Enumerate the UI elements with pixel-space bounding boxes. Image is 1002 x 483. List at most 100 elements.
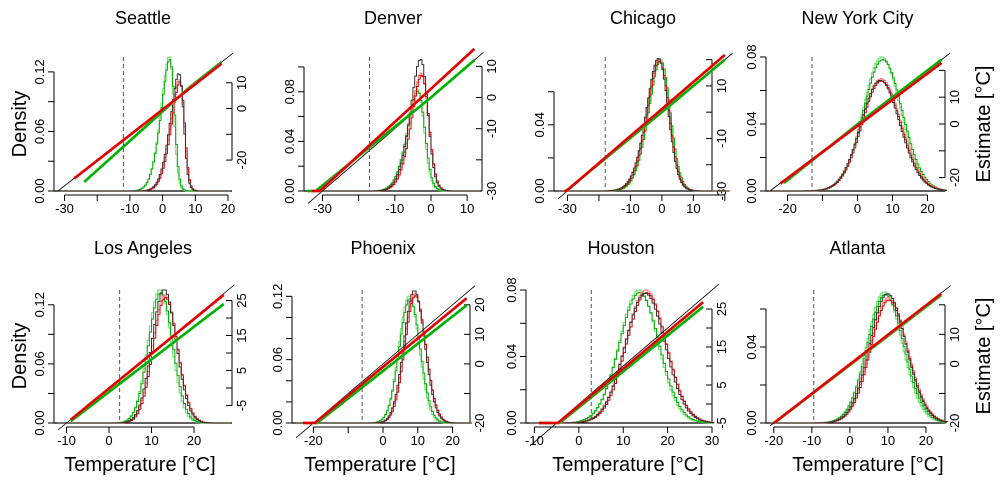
panel-title-atlanta: Atlanta xyxy=(829,238,886,258)
panel-phoenix: Phoenix 0.00 0.06 0.12 -20 0 10 20 -20 0 10 20 xyxy=(270,238,487,448)
estimate-tick-label: -30 xyxy=(484,182,499,201)
x-tick-label: 0 xyxy=(575,433,582,448)
panel-seattle: Seattle 0.00 0.06 0.12 -30 -10 0 10 20 -20 0 10 xyxy=(32,8,249,216)
x-tick-label: 20 xyxy=(187,433,201,448)
estimate-tick-label: 10 xyxy=(234,76,249,90)
density-tick-label: 0.12 xyxy=(32,292,47,317)
panel-denver: Denver 0.00 0.04 0.08 -30 -10 0 10 -30 -10 0 10 xyxy=(282,8,499,216)
panel-title-phoenix: Phoenix xyxy=(350,238,415,258)
panel-new-york-city: New York City 0.00 0.04 0.08 -20 0 10 20 -20 0 10 xyxy=(744,8,962,216)
x-tick-label: 0 xyxy=(427,201,434,216)
x-tick-label: -10 xyxy=(57,433,76,448)
qq-green xyxy=(69,303,225,423)
density-tick-label: 0.00 xyxy=(32,410,47,435)
estimate-tick-label: 15 xyxy=(234,328,249,342)
panel-los-angeles: Los Angeles 0.00 0.06 0.12 -10 0 10 20 -5 5 15 25 xyxy=(32,238,249,448)
qq-red xyxy=(73,62,223,180)
estimate-tick-label: -5 xyxy=(234,400,249,412)
ylabel-estimate-row2: Estimate [°C] xyxy=(973,298,995,415)
x-tick-label: 0 xyxy=(846,433,853,448)
estimate-tick-label: 10 xyxy=(714,79,729,93)
density-tick-label: 0.08 xyxy=(282,79,297,104)
x-tick-label: 10 xyxy=(144,433,158,448)
estimate-tick-label: 5 xyxy=(714,381,729,388)
estimate-tick-label: 20 xyxy=(472,298,487,312)
qq-red xyxy=(564,53,726,193)
estimate-tick-label: 10 xyxy=(472,327,487,341)
x-tick-label: 20 xyxy=(920,201,934,216)
x-tick-label: 0 xyxy=(159,201,166,216)
density-tick-label: 0.00 xyxy=(270,410,285,435)
density-tick-label: 0.00 xyxy=(744,178,759,203)
estimate-tick-label: 5 xyxy=(234,367,249,374)
xlabel-atlanta: Temperature [°C] xyxy=(792,454,943,476)
x-tick-label: 10 xyxy=(616,433,630,448)
panel-title-chicago: Chicago xyxy=(610,8,676,28)
estimate-tick-label: 0 xyxy=(947,360,962,367)
x-tick-label: -30 xyxy=(313,201,332,216)
estimate-tick-label: -20 xyxy=(472,414,487,433)
density-tick-label: 0.04 xyxy=(532,112,547,137)
estimate-tick-label: -10 xyxy=(484,119,499,138)
density-tick-label: 0.00 xyxy=(504,410,519,435)
estimate-tick-label: 0 xyxy=(947,120,962,127)
x-tick-label: 20 xyxy=(221,201,235,216)
histogram-observed xyxy=(58,73,230,192)
density-tick-label: 0.06 xyxy=(32,119,47,144)
estimate-tick-label: 0 xyxy=(234,105,249,112)
x-tick-label: 20 xyxy=(660,433,674,448)
density-tick-label: 0.00 xyxy=(744,410,759,435)
histogram-observed xyxy=(308,58,480,192)
panel-title-los-angeles: Los Angeles xyxy=(94,238,192,258)
estimate-tick-label: -20 xyxy=(947,168,962,187)
density-tick-label: 0.04 xyxy=(744,334,759,359)
density-tick-label: 0.04 xyxy=(744,111,759,136)
density-tick-label: 0.06 xyxy=(270,347,285,372)
qq-red xyxy=(69,293,225,421)
density-tick-label: 0.12 xyxy=(32,59,47,84)
x-tick-label: 20 xyxy=(919,433,933,448)
histogram-observed xyxy=(530,292,715,424)
xlabel-houston: Temperature [°C] xyxy=(552,454,703,476)
x-tick-label: -10 xyxy=(121,201,140,216)
estimate-tick-label: 10 xyxy=(947,327,962,341)
density-tick-label: 0.06 xyxy=(32,351,47,376)
estimate-tick-label: 10 xyxy=(484,59,499,73)
x-tick-label: 10 xyxy=(411,433,425,448)
estimate-tick-label: -20 xyxy=(234,151,249,170)
qq-red xyxy=(779,61,943,185)
density-tick-label: 0.08 xyxy=(504,277,519,302)
estimate-tick-label: -5 xyxy=(714,417,729,429)
xlabel-losangeles: Temperature [°C] xyxy=(64,454,215,476)
x-tick-label: 0 xyxy=(105,433,112,448)
qq-red xyxy=(773,292,942,425)
x-tick-label: 30 xyxy=(705,433,719,448)
density-tick-label: 0.08 xyxy=(744,44,759,69)
histogram-observed xyxy=(558,58,730,192)
density-tick-label: 0.00 xyxy=(532,178,547,203)
x-tick-label: -20 xyxy=(304,433,323,448)
qq-red xyxy=(538,301,704,425)
qq-green xyxy=(302,304,468,425)
x-tick-label: -20 xyxy=(778,201,797,216)
density-tick-label: 0.00 xyxy=(32,178,47,203)
x-tick-label: 0 xyxy=(379,433,386,448)
xlabel-phoenix: Temperature [°C] xyxy=(304,454,455,476)
x-tick-label: -20 xyxy=(764,433,783,448)
qq-red xyxy=(302,297,468,425)
histogram-observed xyxy=(770,293,949,424)
estimate-tick-label: 25 xyxy=(234,293,249,307)
x-tick-label: 10 xyxy=(460,201,474,216)
panel-houston: Houston 0.00 0.04 0.08 -10 0 10 20 30 -5 5 15 25 xyxy=(504,238,729,448)
x-tick-label: -10 xyxy=(385,201,404,216)
density-tick-label: 0.00 xyxy=(282,178,297,203)
x-tick-label: -30 xyxy=(558,201,577,216)
x-tick-label: 10 xyxy=(881,433,895,448)
ylabel-density-row2: Density xyxy=(9,323,31,390)
qq-red xyxy=(311,47,476,193)
x-tick-label: 20 xyxy=(445,433,459,448)
estimate-tick-label: -10 xyxy=(714,129,729,148)
x-tick-label: 10 xyxy=(885,201,899,216)
